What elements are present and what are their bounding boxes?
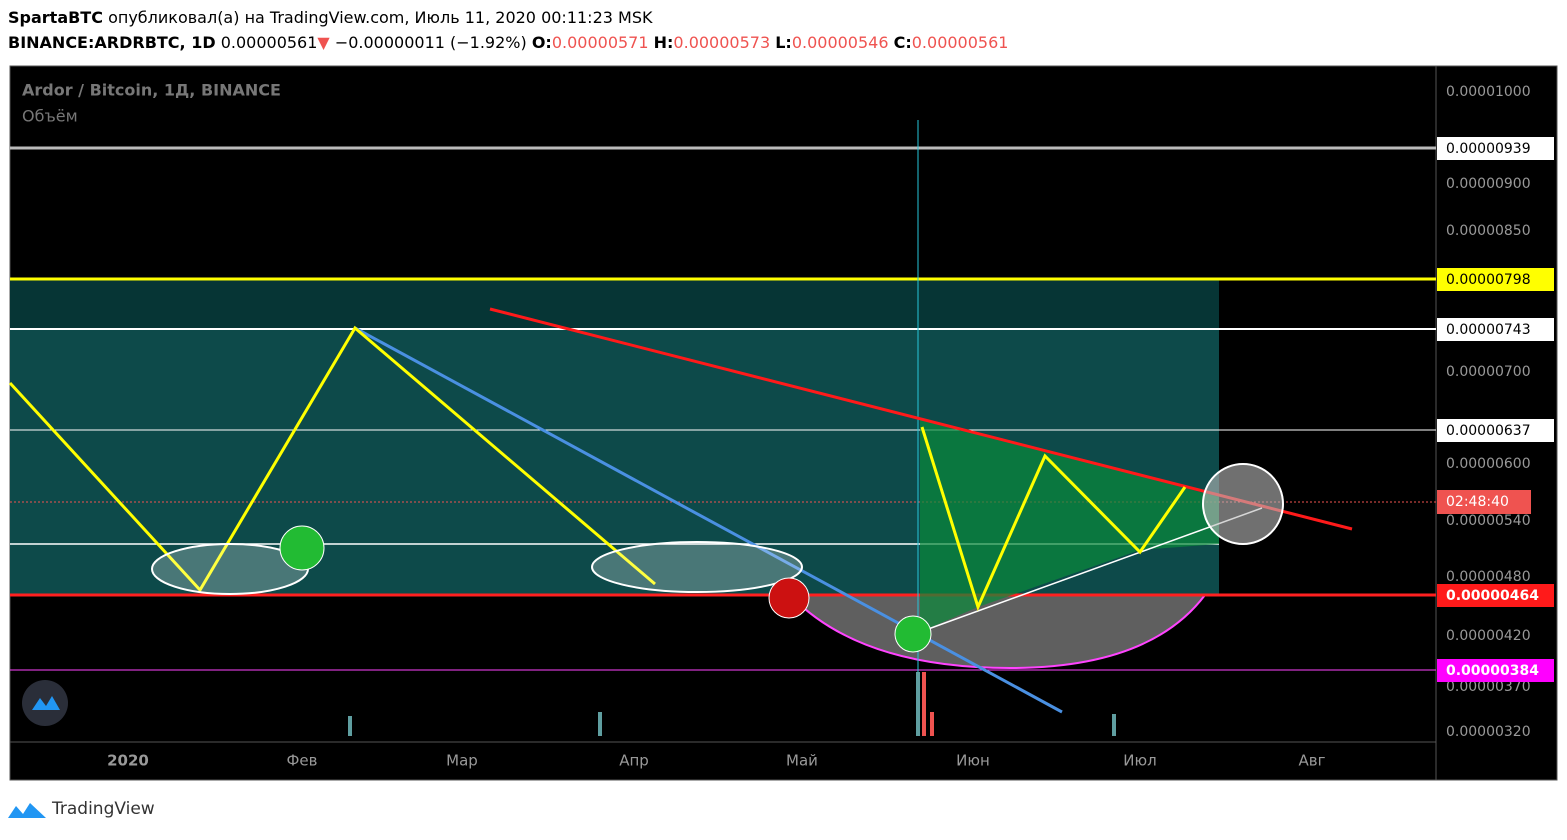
price-axis: 0.00001000 0.00000900 0.00000850 0.00000… <box>1446 84 1531 740</box>
ellipse <box>591 541 803 593</box>
level-label: 0.00000743 <box>1446 322 1531 338</box>
price-tick: 0.00000700 <box>1446 364 1531 380</box>
time-tick: Июл <box>1123 752 1156 770</box>
time-tick: Фев <box>287 752 318 770</box>
zigzag <box>8 325 656 593</box>
price-tick: 0.00000900 <box>1446 176 1531 192</box>
level-box <box>1437 137 1554 160</box>
open: 0.00000571 <box>552 33 649 52</box>
author: SpartaBTC <box>8 8 103 27</box>
high-label: H: <box>654 33 674 52</box>
level-label: 0.00000464 <box>1446 588 1539 604</box>
level-box <box>1437 490 1531 514</box>
close-label: C: <box>894 33 912 52</box>
published: опубликовал(а) на TradingView.com, Июль … <box>108 8 653 27</box>
price-tick: 0.00000540 <box>1446 513 1531 529</box>
volume-bar <box>598 712 602 736</box>
level-box <box>1437 584 1554 607</box>
bowl <box>787 594 1208 670</box>
level-label: 02:48:40 <box>1446 494 1509 510</box>
level-label: 0.00000637 <box>1446 423 1531 439</box>
high: 0.00000573 <box>673 33 770 52</box>
zone-upper <box>10 279 1219 329</box>
level-box <box>1437 318 1554 341</box>
price-tick: 0.00000420 <box>1446 628 1531 644</box>
circle <box>1202 463 1284 545</box>
level-labels: 0.00000939 0.00000798 0.00000743 0.00000… <box>1437 137 1554 682</box>
circle <box>894 615 932 653</box>
symbol: BINANCE:ARDRBTC, 1D <box>8 33 216 52</box>
legend-title: Ardor / Bitcoin, 1Д, BINANCE <box>22 81 281 100</box>
footer[interactable]: TradingView <box>51 799 155 819</box>
triangle-zone <box>920 418 1219 632</box>
price: 0.00000561 <box>221 33 318 52</box>
low-label: L: <box>775 33 792 52</box>
logo-mark <box>32 696 60 710</box>
time-tick: Апр <box>619 752 649 770</box>
trend-line <box>354 326 1063 714</box>
level-label: 0.00000798 <box>1446 272 1531 288</box>
volume <box>348 672 1116 736</box>
ticker: BINANCE:ARDRBTC, 1D 0.00000561▼ −0.00000… <box>8 33 1008 52</box>
price-tick: 0.00000320 <box>1446 724 1531 740</box>
volume-bar <box>348 716 352 736</box>
price-tick: 0.00000370 <box>1446 679 1531 695</box>
open-label: O: <box>532 33 552 52</box>
trend-line <box>919 507 1263 633</box>
time-tick: Мар <box>446 752 478 770</box>
level-box <box>1437 659 1554 682</box>
time-tick: Июн <box>956 752 990 770</box>
close: 0.00000561 <box>912 33 1009 52</box>
down-arrow: ▼ <box>317 33 330 52</box>
volume-bar <box>922 672 926 736</box>
price-tick: 0.00001000 <box>1446 84 1531 100</box>
level-box <box>1437 268 1554 291</box>
volume-bar <box>1112 714 1116 736</box>
time-tick: 2020 <box>107 752 149 770</box>
header: SpartaBTC опубликовал(а) на TradingView.… <box>8 8 653 27</box>
footer-logo <box>8 803 46 818</box>
price-tick: 0.00000850 <box>1446 223 1531 239</box>
level-label: 0.00000384 <box>1446 663 1539 679</box>
logo <box>22 680 68 726</box>
time-axis: 2020 Фев Мар Апр Май Июн Июл Авг <box>107 752 1325 770</box>
volume-bar <box>930 712 934 736</box>
circle <box>279 525 325 571</box>
time-tick: Май <box>786 752 818 770</box>
zigzag <box>920 426 1187 612</box>
legend-volume: Объём <box>22 107 78 126</box>
circle <box>768 577 810 619</box>
price-tick: 0.00000600 <box>1446 456 1531 472</box>
change: −0.00000011 (−1.92%) <box>335 33 527 52</box>
level-box <box>1437 419 1554 442</box>
level-label: 0.00000939 <box>1446 141 1531 157</box>
low: 0.00000546 <box>792 33 889 52</box>
time-tick: Авг <box>1299 752 1326 770</box>
volume-bar <box>916 672 920 736</box>
price-tick: 0.00000480 <box>1446 569 1531 585</box>
